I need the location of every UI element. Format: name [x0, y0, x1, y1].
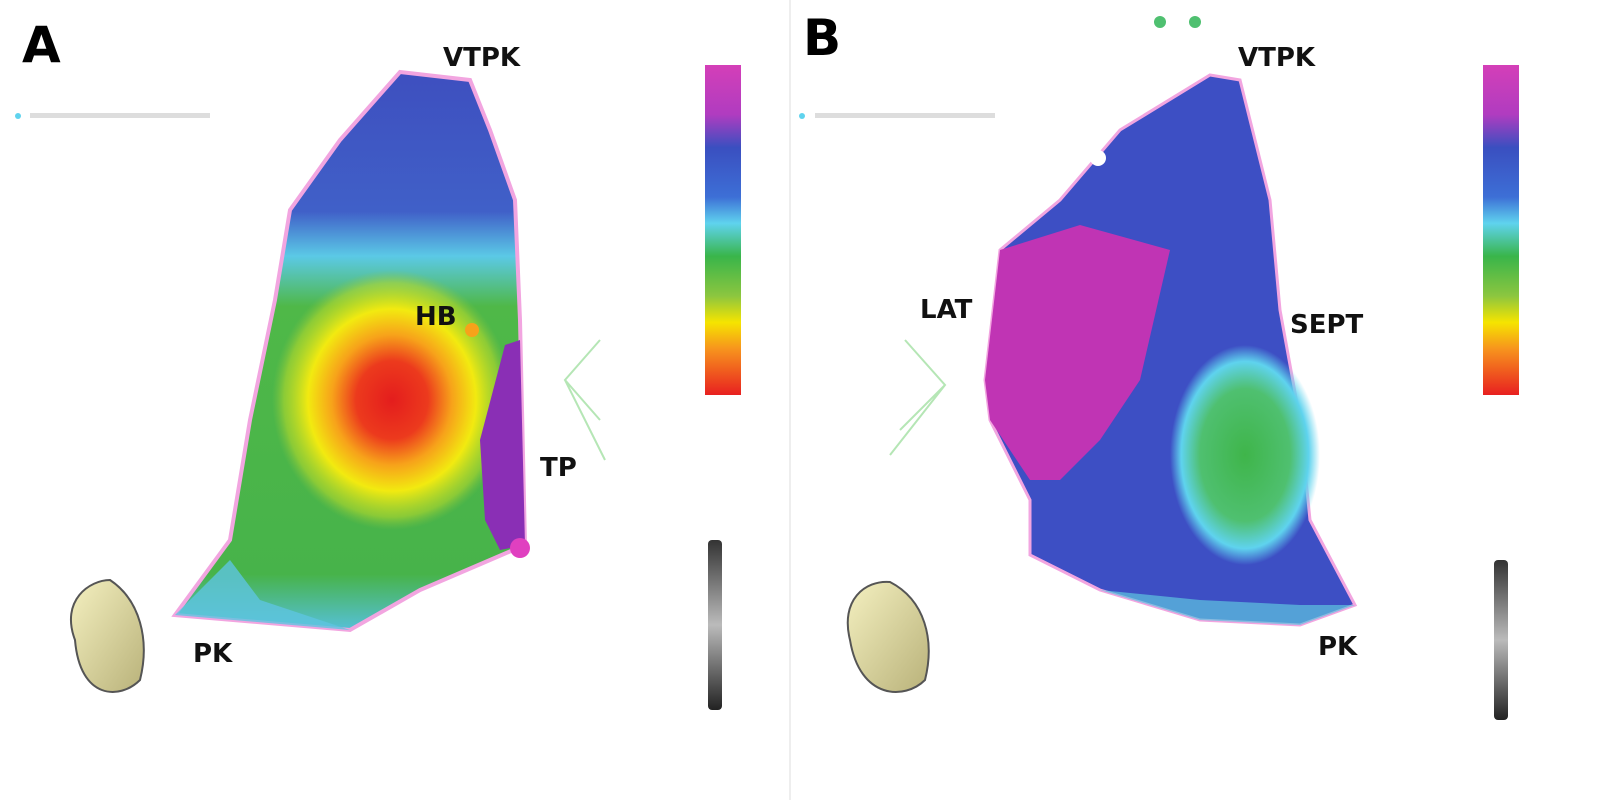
panel-label: A — [22, 16, 61, 74]
annotation: HB — [415, 302, 457, 332]
legend-dot — [15, 113, 21, 119]
scale-bar — [1494, 560, 1508, 720]
color-bar — [1483, 65, 1519, 395]
annotation: VTPK — [443, 43, 521, 73]
annotation: PK — [1318, 632, 1358, 662]
marker — [1189, 16, 1201, 28]
late-zone — [985, 225, 1170, 480]
color-bar — [705, 65, 741, 395]
panel-a: A VTPK HB TP PK — [15, 16, 741, 710]
legend-text — [815, 113, 995, 118]
his-marker — [465, 323, 479, 337]
catheter — [563, 339, 606, 461]
marker — [1154, 16, 1166, 28]
heart-icon — [846, 580, 930, 693]
annotation: TP — [540, 453, 577, 483]
marker — [1090, 150, 1106, 166]
late-zone — [480, 340, 525, 550]
heart-icon — [69, 578, 145, 693]
annotation: VTPK — [1238, 43, 1316, 73]
edge-zone — [175, 560, 350, 630]
marker — [510, 538, 530, 558]
annotation: LAT — [920, 295, 973, 325]
annotation: SEPT — [1290, 310, 1364, 340]
panel-b: B VTPK LAT SEPT PK — [799, 9, 1519, 720]
panel-label: B — [803, 9, 841, 67]
scale-bar — [708, 540, 722, 710]
annotation: PK — [193, 639, 233, 669]
catheter — [889, 339, 947, 456]
edge-zone — [1100, 590, 1355, 625]
legend-text — [30, 113, 210, 118]
early-zone — [1170, 345, 1320, 565]
early-zone — [272, 270, 512, 530]
legend-dot — [799, 113, 805, 119]
